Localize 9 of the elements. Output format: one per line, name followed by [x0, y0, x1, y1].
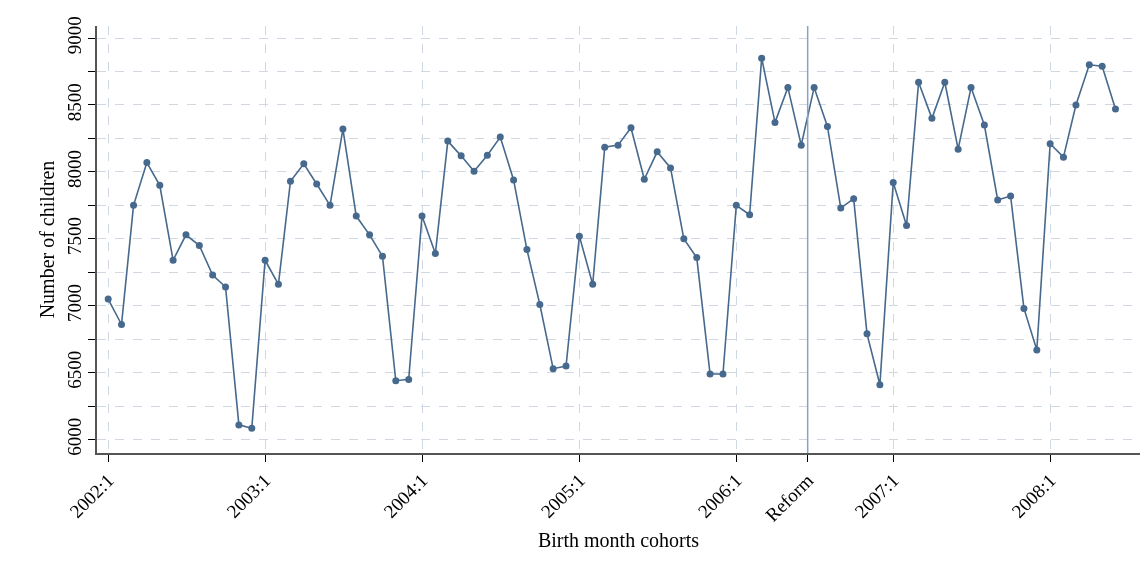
y-tick-label: 7500: [63, 216, 85, 255]
y-tick-label: 8000: [63, 150, 85, 189]
y-tick-label: 8500: [63, 83, 85, 122]
y-tick-label: 9000: [63, 16, 85, 55]
y-tick-label: 6000: [63, 417, 85, 456]
y-axis-title: Number of children: [35, 160, 58, 319]
x-axis-title: Birth month cohorts: [537, 528, 700, 551]
y-tick-label: 7000: [63, 283, 85, 322]
y-tick-label: 6500: [63, 350, 85, 389]
